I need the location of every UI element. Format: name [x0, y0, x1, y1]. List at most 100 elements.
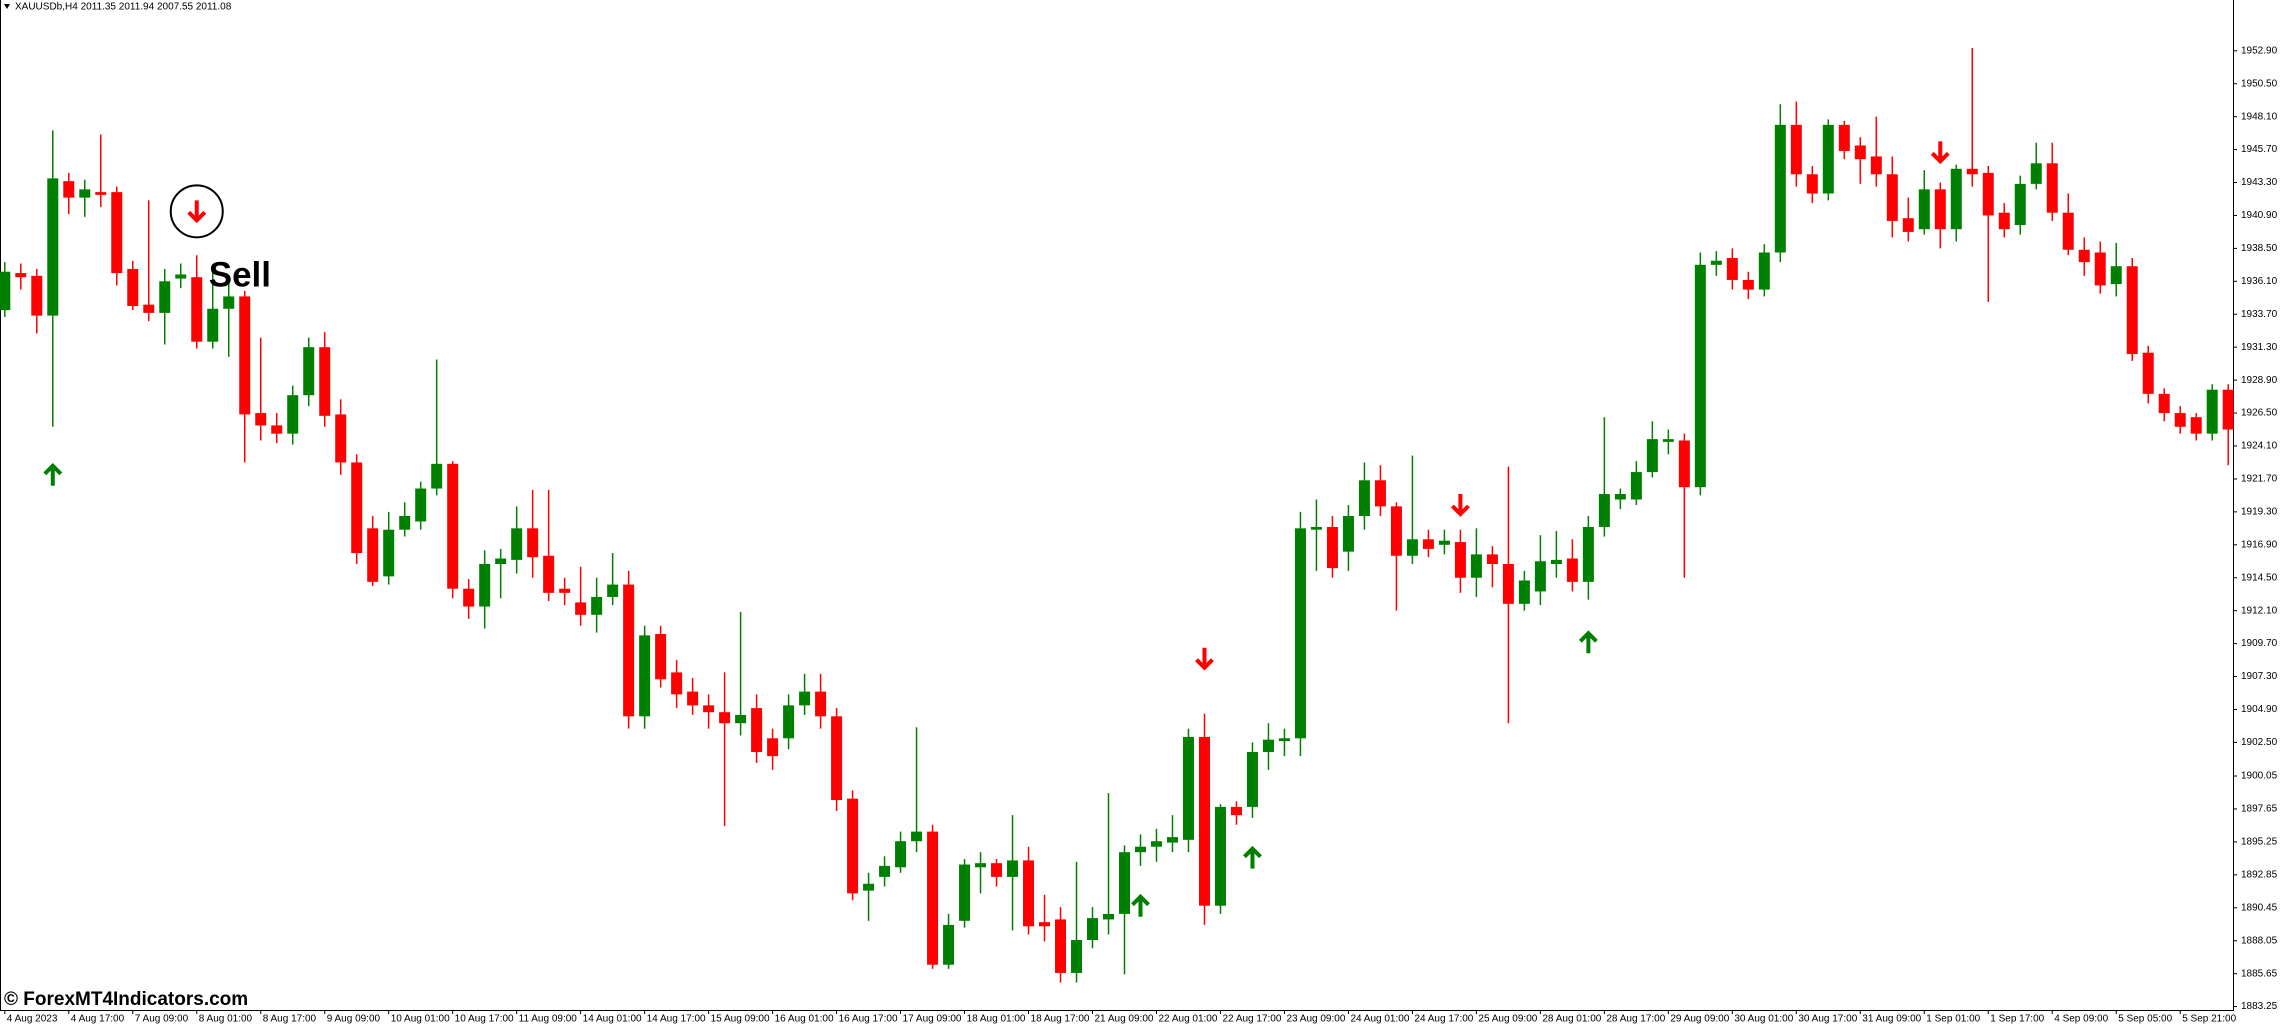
candle-body — [1918, 189, 1930, 230]
candle-body — [1518, 580, 1530, 604]
candle-body — [1646, 439, 1658, 473]
x-tick-label: 22 Aug 17:00 — [1222, 1014, 1281, 1025]
symbol-icon — [4, 4, 10, 9]
y-tick-label: 1916.90 — [2241, 539, 2278, 550]
y-tick-label: 1883.25 — [2241, 1001, 2278, 1012]
candle-body — [607, 584, 619, 597]
y-tick-label: 1904.90 — [2241, 704, 2278, 715]
candle-body — [1502, 564, 1514, 604]
x-tick-label: 30 Aug 17:00 — [1798, 1014, 1857, 1025]
buy-arrow — [1131, 893, 1150, 917]
candle-body — [767, 738, 779, 757]
candle-body — [2174, 413, 2186, 427]
buy-arrow — [1578, 630, 1598, 654]
candle-body — [783, 705, 795, 739]
candle-body — [191, 277, 203, 342]
y-tick-label: 1895.25 — [2241, 837, 2278, 848]
candle-body — [495, 558, 507, 565]
candle-body — [991, 863, 1003, 877]
candle-body — [751, 708, 763, 753]
candle-body — [703, 705, 715, 713]
candle-body — [1103, 913, 1115, 920]
watermark: © ForexMT4Indicators.com — [4, 989, 248, 1010]
y-tick-label: 1936.10 — [2241, 276, 2278, 287]
y-tick-label: 1900.05 — [2241, 771, 2278, 782]
x-tick-label: 7 Aug 09:00 — [135, 1014, 189, 1025]
candle-body — [1422, 539, 1434, 549]
y-tick-label: 1888.05 — [2241, 935, 2278, 946]
candle-body — [671, 672, 683, 695]
y-tick-label: 1933.70 — [2241, 309, 2278, 320]
x-tick-label: 17 Aug 09:00 — [903, 1014, 962, 1025]
y-tick-label: 1926.50 — [2241, 408, 2278, 419]
candle-body — [1198, 736, 1210, 906]
candle-body — [687, 691, 699, 706]
candle-body — [1262, 739, 1274, 753]
candle-body — [1662, 439, 1674, 442]
candle-body — [271, 425, 283, 434]
candle-body — [1310, 526, 1322, 530]
y-tick-label: 1952.90 — [2241, 45, 2278, 56]
annotation: Sell — [209, 256, 271, 295]
highlight-circle — [169, 184, 224, 239]
candle-body — [575, 602, 587, 615]
candle-body — [1550, 559, 1562, 565]
candle-body — [463, 588, 475, 607]
candle-body — [511, 528, 523, 560]
x-tick-label: 22 Aug 01:00 — [1158, 1014, 1217, 1025]
candle-body — [2206, 389, 2218, 434]
candle-body — [207, 308, 219, 342]
x-tick-label: 16 Aug 17:00 — [839, 1014, 898, 1025]
candle-body — [15, 273, 27, 278]
candle-body — [2142, 352, 2154, 394]
candle-body — [1166, 837, 1178, 843]
candle-body — [1087, 918, 1099, 941]
candle-body — [2222, 389, 2234, 430]
candle-body — [383, 529, 395, 577]
candle-body — [1822, 124, 1834, 194]
y-tick-label: 1897.65 — [2241, 804, 2278, 815]
x-tick-label: 18 Aug 01:00 — [967, 1014, 1026, 1025]
x-tick-label: 18 Aug 17:00 — [1031, 1014, 1090, 1025]
candle-body — [143, 304, 155, 313]
candle-body — [1742, 279, 1754, 290]
sell-arrow — [1450, 494, 1470, 517]
candle-body — [1278, 738, 1290, 742]
candle-body — [1390, 506, 1402, 556]
candle-body — [111, 192, 123, 274]
candle-body — [895, 841, 907, 868]
candle-body — [31, 275, 43, 316]
buy-arrow — [43, 462, 63, 486]
candle-body — [1950, 168, 1962, 230]
candle-body — [1566, 558, 1578, 582]
y-tick-label: 1943.30 — [2241, 177, 2278, 188]
candle-body — [127, 268, 139, 307]
x-tick-label: 21 Aug 09:00 — [1095, 1014, 1154, 1025]
candle-body — [1758, 252, 1770, 290]
candle-body — [799, 691, 811, 706]
y-tick-label: 1928.90 — [2241, 375, 2278, 386]
candle-body — [2190, 417, 2202, 434]
candle-body — [911, 831, 923, 842]
candle-body — [1438, 540, 1450, 545]
candle-body — [2014, 183, 2026, 226]
candle-body — [1374, 480, 1386, 507]
x-tick-label: 24 Aug 17:00 — [1414, 1014, 1473, 1025]
x-tick-label: 8 Aug 01:00 — [199, 1014, 253, 1025]
x-tick-label: 28 Aug 17:00 — [1606, 1014, 1665, 1025]
candle-body — [623, 584, 635, 717]
candle-body — [959, 864, 971, 921]
candle-body — [1998, 212, 2010, 230]
x-tick-label: 10 Aug 01:00 — [391, 1014, 450, 1025]
candle-body — [815, 691, 827, 717]
sell-arrow — [1930, 141, 1950, 165]
sell-arrow — [1195, 647, 1214, 671]
y-tick-label: 1950.50 — [2241, 78, 2278, 89]
candle-body — [1486, 554, 1498, 565]
candle-body — [735, 714, 747, 724]
x-tick-label: 11 Aug 09:00 — [519, 1014, 578, 1025]
candle-body — [1870, 156, 1882, 175]
y-tick-label: 1919.30 — [2241, 507, 2278, 518]
candle-body — [831, 716, 843, 801]
